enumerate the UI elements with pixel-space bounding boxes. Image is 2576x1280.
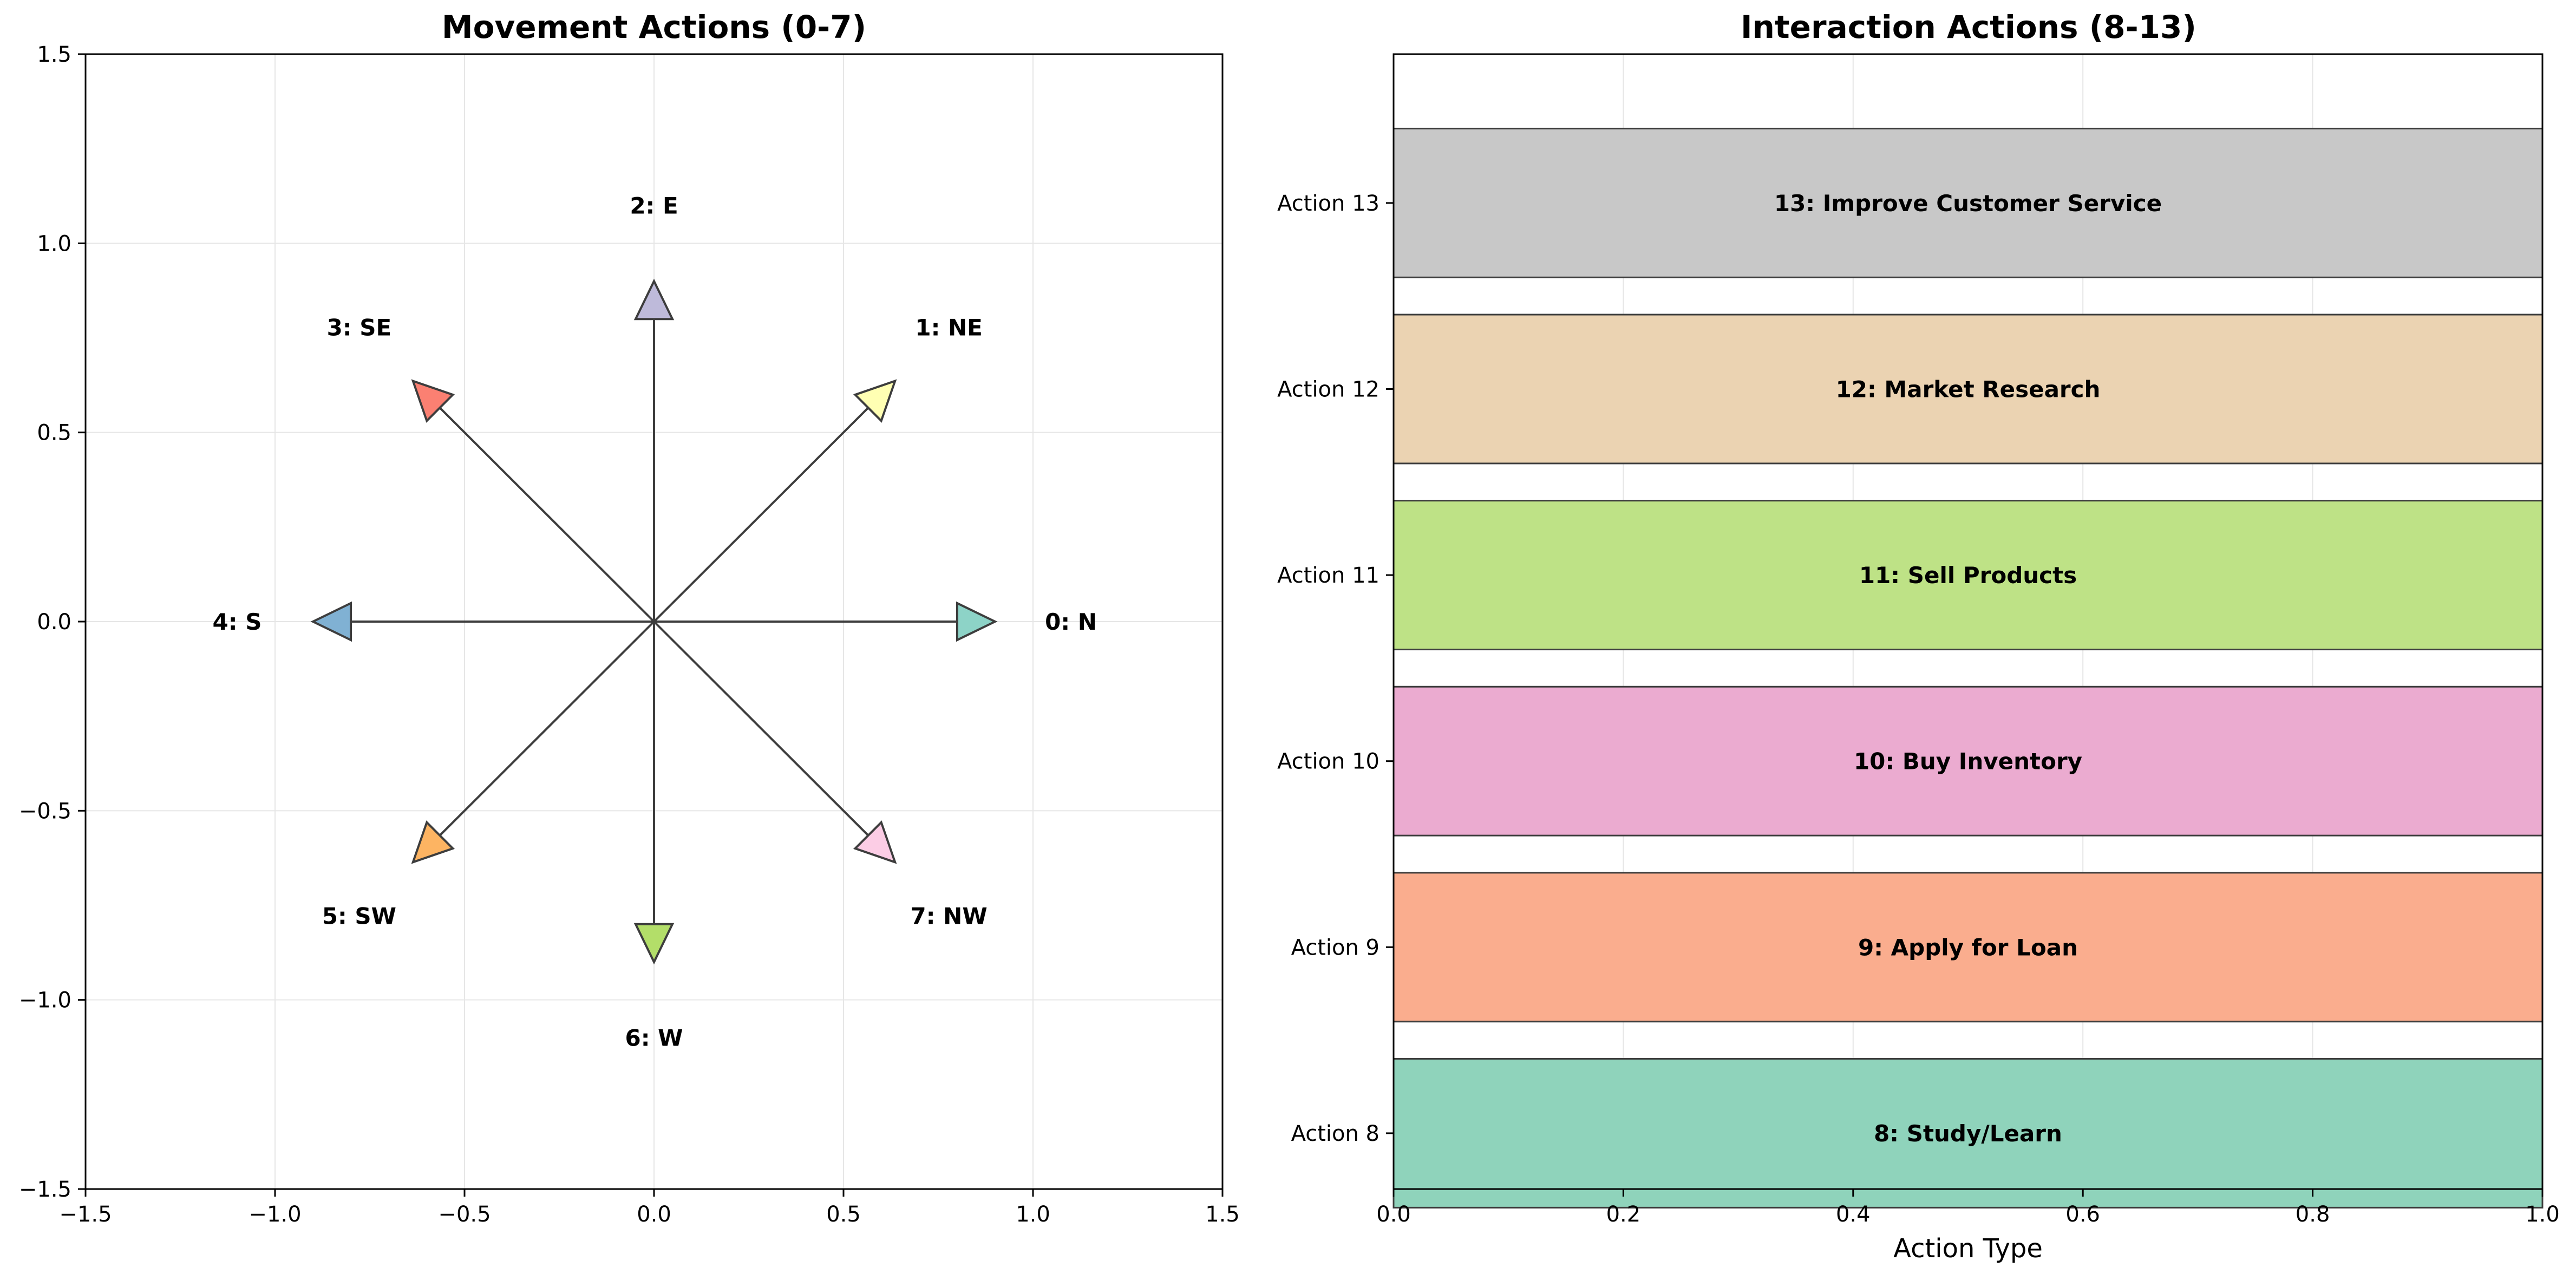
movement-arrow [633,278,675,622]
arrow-head [411,820,455,864]
arrow-label: 6: W [625,1025,683,1052]
interaction-bar: 10: Buy Inventory [1392,685,2544,837]
bar-label: 9: Apply for Loan [1858,934,2078,961]
y-tick-label: 0.0 [37,610,71,635]
x-tick-label: 1.0 [1016,1202,1050,1227]
arrow-shaft [653,621,869,837]
movement-arrow-labels: 0: N 1: NE 2: E 3: SE 4: S 5: SW 6: W 7: NW [213,192,1097,1051]
movement-arrow [411,621,655,864]
interaction-bar: 11: Sell Products [1392,500,2544,651]
y-tick-label: Action 13 [1277,191,1379,216]
y-tick-label: 1.0 [37,231,71,256]
movement-arrow [633,622,675,965]
arrow-label: 4: S [213,609,262,635]
y-tick-label: Action 10 [1277,749,1379,774]
y-tick-label: −1.0 [19,988,71,1013]
arrow-label: 5: SW [322,903,396,930]
interaction-x-axis-label: Action Type [1893,1233,2043,1264]
arrow-label: 0: N [1045,609,1097,635]
interaction-bar: 13: Improve Customer Service [1392,127,2544,278]
x-tick-label: 0.5 [826,1202,861,1227]
x-tick-label: 0.2 [1606,1202,1641,1227]
interaction-bar: 12: Market Research [1392,314,2544,465]
x-tick-label: 1.5 [1205,1202,1240,1227]
x-tick-label: 0.4 [1836,1202,1871,1227]
arrow-label: 3: SE [327,314,392,341]
bar-label: 11: Sell Products [1859,562,2077,589]
y-tick-label: 0.5 [37,421,71,446]
y-tick-label: −0.5 [19,799,71,824]
y-tick-label: −1.5 [19,1177,71,1202]
x-tick-label: 0.8 [2296,1202,2330,1227]
bar-rect [1392,127,2544,278]
y-tick-label: 1.5 [37,42,71,67]
movement-arrow [653,621,897,864]
interaction-x-ticks: 0.0 0.2 0.4 0.6 0.8 1.0 [1376,1189,2560,1227]
movement-arrow [653,379,897,623]
movement-arrows [310,278,998,965]
interaction-chart-title: Interaction Actions (8-13) [1741,9,2196,45]
movement-arrow [411,379,655,623]
movement-actions-panel: Movement Actions (0-7) 0: N 1: NE 2: E 3: S… [19,9,1240,1227]
bar-rect [1392,314,2544,465]
movement-chart-title: Movement Actions (0-7) [442,9,866,45]
arrow-head [853,379,897,423]
bar-label: 12: Market Research [1836,376,2101,402]
bar-rect [1392,1057,2544,1209]
movement-arrow [654,601,998,642]
arrow-head [411,379,455,423]
arrow-head [633,923,675,965]
arrow-head [633,278,675,321]
y-tick-label: Action 12 [1277,377,1379,402]
arrow-shaft [653,407,869,623]
arrow-label: 7: NW [911,903,988,930]
x-tick-label: −0.5 [438,1202,491,1227]
arrow-shaft [439,407,655,623]
x-tick-label: 0.6 [2065,1202,2100,1227]
y-tick-label: Action 11 [1277,563,1379,588]
bar-label: 8: Study/Learn [1874,1120,2062,1147]
interaction-bar: 8: Study/Learn [1392,1057,2544,1209]
x-tick-label: 0.0 [637,1202,671,1227]
arrow-head [310,601,352,642]
movement-y-ticks: −1.5 −1.0 −0.5 0.0 0.5 1.0 1.5 [19,42,86,1202]
movement-x-ticks: −1.5 −1.0 −0.5 0.0 0.5 1.0 1.5 [59,1189,1240,1227]
arrow-label: 2: E [630,192,678,219]
bar-label: 10: Buy Inventory [1854,748,2082,775]
x-tick-label: 0.0 [1376,1202,1411,1227]
bar-label: 13: Improve Customer Service [1774,190,2162,217]
y-tick-label: Action 9 [1291,935,1379,960]
arrow-head [956,601,998,642]
interaction-bar: 9: Apply for Loan [1392,872,2544,1023]
x-tick-label: −1.5 [59,1202,112,1227]
interaction-bars: 8: Study/Learn 9: Apply for Loan 10: Buy I… [1392,127,2544,1209]
y-tick-label: Action 8 [1291,1121,1379,1146]
bar-rect [1392,500,2544,651]
interaction-y-ticks: Action 8 Action 9 Action 10 Action 11 Action… [1277,191,1394,1146]
arrow-shaft [439,621,655,837]
movement-arrow [310,601,654,642]
x-tick-label: −1.0 [249,1202,301,1227]
interaction-plot-frame [1392,53,2544,1190]
x-tick-label: 1.0 [2525,1202,2560,1227]
interaction-actions-panel: Interaction Actions (8-13) 8: Study/Lear… [1277,9,2560,1264]
arrow-label: 1: NE [915,314,982,341]
arrow-head [853,820,897,864]
